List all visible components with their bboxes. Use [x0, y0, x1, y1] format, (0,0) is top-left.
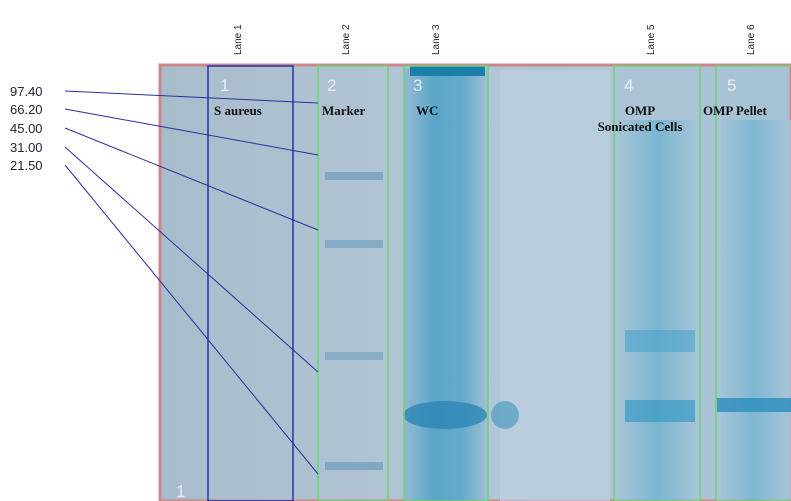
band [403, 401, 487, 429]
band [410, 66, 485, 76]
lane-name: WC [416, 103, 438, 118]
band [717, 398, 791, 412]
lane-header: Lane 1 [233, 24, 244, 55]
lane-number: 5 [727, 76, 736, 95]
gel-screenshot: Lane 1 Lane 2 Lane 3 Lane 5 Lane 6 97.40… [0, 0, 791, 501]
lane-number: 3 [413, 76, 422, 95]
lane-header: Lane 6 [746, 24, 757, 55]
band [325, 240, 383, 248]
band [325, 352, 383, 360]
marker-weight: 45.00 [10, 121, 43, 136]
band [325, 462, 383, 470]
lane-header: Lane 5 [646, 24, 657, 55]
lane-header: Lane 2 [341, 24, 352, 55]
lane-name: OMP [625, 103, 655, 118]
lane-smear [717, 120, 791, 501]
lane-number: 1 [220, 76, 229, 95]
lane-name: Marker [322, 103, 366, 118]
gel-clear-area [500, 70, 610, 501]
marker-weight: 21.50 [10, 158, 43, 173]
lane-number: 4 [624, 76, 633, 95]
lane-name: Sonicated Cells [598, 119, 683, 134]
marker-weight: 31.00 [10, 140, 43, 155]
corner-number: 1 [176, 482, 185, 501]
band [491, 401, 519, 429]
lane-name: S aureus [214, 103, 262, 118]
band [625, 400, 695, 422]
band [325, 172, 383, 180]
lane-name: OMP Pellet [703, 103, 768, 118]
lane-smear [615, 120, 700, 501]
lane-header: Lane 3 [431, 24, 442, 55]
band [625, 330, 695, 352]
marker-weight: 66.20 [10, 102, 43, 117]
lane-number: 2 [327, 76, 336, 95]
marker-weight: 97.40 [10, 84, 43, 99]
lane-smear [405, 68, 488, 501]
